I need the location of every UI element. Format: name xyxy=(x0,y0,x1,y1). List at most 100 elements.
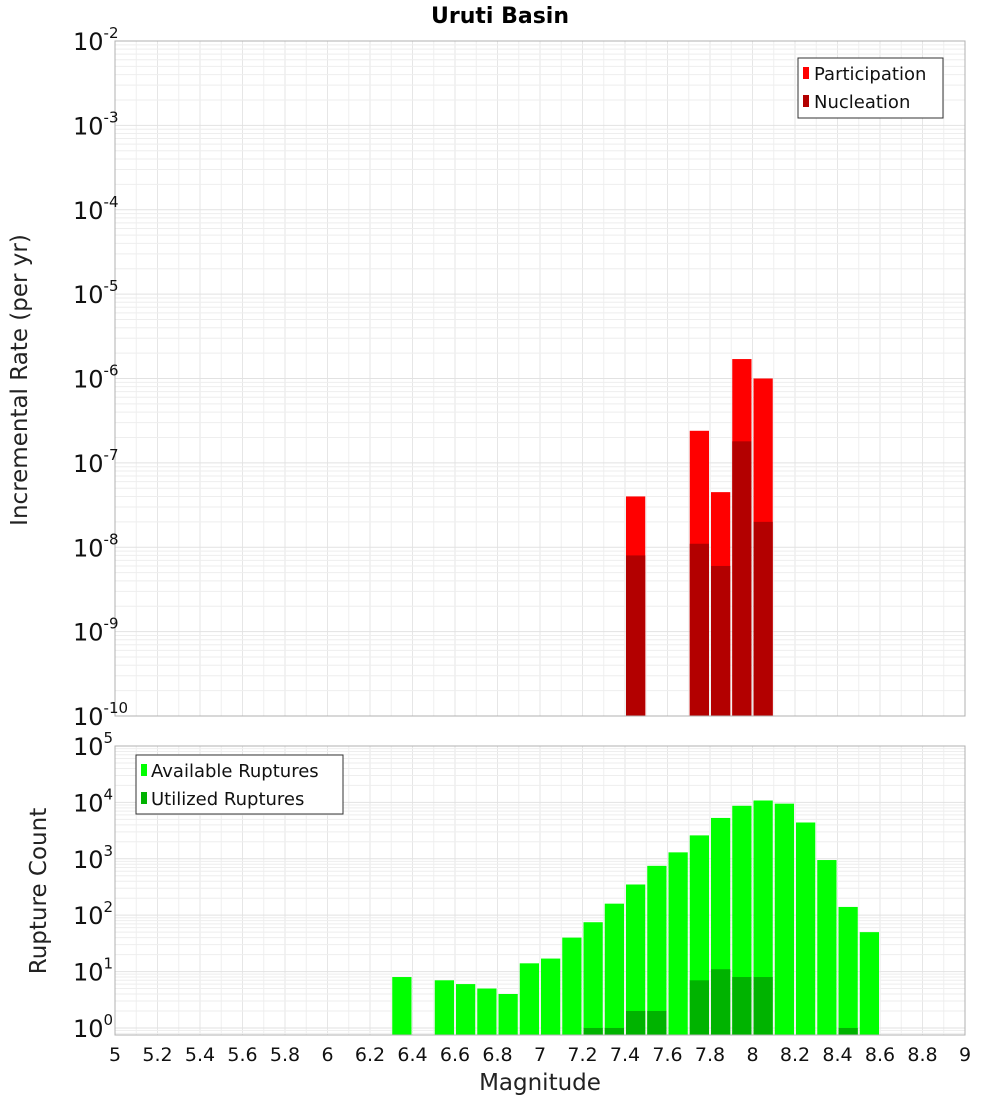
x-tick-label: 6.2 xyxy=(355,1044,385,1066)
bottom-bar-available-ruptures xyxy=(774,803,794,1035)
x-axis-label: Magnitude xyxy=(479,1070,601,1096)
bottom-bar-available-ruptures xyxy=(668,852,688,1035)
x-tick-label: 8.8 xyxy=(907,1044,937,1066)
top-legend: Participation Nucleation xyxy=(797,57,944,119)
y-tick-exponent: 2 xyxy=(104,898,114,916)
bottom-y-tick-label: 100 xyxy=(73,1011,113,1043)
x-tick-label: 8.2 xyxy=(780,1044,810,1066)
legend-swatch-utilized xyxy=(141,792,147,804)
x-tick-label: 7.8 xyxy=(695,1044,725,1066)
y-tick-base: 10 xyxy=(73,733,104,761)
top-bar-nucleation xyxy=(689,543,709,716)
y-tick-exponent: -10 xyxy=(104,699,129,717)
ticks-layer: 10-1010-910-810-710-610-510-410-310-2100… xyxy=(73,24,971,1066)
bottom-bar-utilized-ruptures xyxy=(711,969,731,1035)
y-tick-exponent: 3 xyxy=(104,842,114,860)
y-tick-base: 10 xyxy=(73,846,104,874)
axes-layer xyxy=(114,40,966,1036)
bottom-bar-available-ruptures xyxy=(604,903,624,1035)
bottom-y-tick-label: 102 xyxy=(73,898,113,930)
bottom-bar-available-ruptures xyxy=(838,906,858,1035)
legend-label-nucleation: Nucleation xyxy=(814,92,910,113)
y-tick-exponent: -4 xyxy=(104,193,119,211)
bars-layer xyxy=(392,359,879,1035)
x-tick-label: 9 xyxy=(959,1044,971,1066)
x-tick-label: 8.4 xyxy=(822,1044,852,1066)
y-tick-exponent: -3 xyxy=(104,108,119,126)
top-bar-nucleation xyxy=(753,521,773,716)
top-y-tick-label: 10-4 xyxy=(73,193,119,225)
y-tick-base: 10 xyxy=(73,281,104,309)
bottom-bar-available-ruptures xyxy=(541,958,561,1035)
x-tick-label: 7.6 xyxy=(652,1044,682,1066)
bottom-bar-utilized-ruptures xyxy=(732,977,752,1035)
bottom-y-tick-label: 103 xyxy=(73,842,113,874)
bottom-bar-available-ruptures xyxy=(434,980,454,1035)
y-tick-exponent: 4 xyxy=(104,785,114,803)
top-y-axis-label: Incremental Rate (per yr) xyxy=(7,234,33,526)
bottom-y-tick-label: 101 xyxy=(73,955,113,987)
top-plot-frame xyxy=(114,40,966,717)
y-tick-base: 10 xyxy=(73,1015,104,1043)
y-tick-exponent: 0 xyxy=(104,1011,114,1029)
bottom-bar-utilized-ruptures xyxy=(838,1027,858,1035)
bottom-legend-box xyxy=(135,754,344,815)
x-tick-label: 6.8 xyxy=(482,1044,512,1066)
y-tick-base: 10 xyxy=(73,902,104,930)
y-tick-exponent: -9 xyxy=(104,615,119,633)
top-y-tick-label: 10-5 xyxy=(73,277,119,309)
bottom-y-tick-label: 105 xyxy=(73,729,113,761)
bottom-bar-available-ruptures xyxy=(456,984,476,1035)
grid-layer xyxy=(114,40,966,1035)
top-y-tick-label: 10-10 xyxy=(73,699,128,731)
bottom-bar-available-ruptures xyxy=(753,800,773,1035)
legend-swatch-available xyxy=(141,764,147,776)
y-tick-exponent: -7 xyxy=(104,446,119,464)
x-tick-label: 7.4 xyxy=(610,1044,640,1066)
y-tick-base: 10 xyxy=(73,112,104,140)
x-tick-label: 5 xyxy=(109,1044,121,1066)
bottom-bar-utilized-ruptures xyxy=(647,1010,667,1035)
bottom-bar-available-ruptures xyxy=(392,977,412,1035)
x-tick-label: 7.2 xyxy=(567,1044,597,1066)
top-y-tick-label: 10-7 xyxy=(73,446,119,478)
x-tick-label: 5.6 xyxy=(227,1044,257,1066)
top-bar-nucleation xyxy=(711,565,731,716)
bottom-bar-available-ruptures xyxy=(498,994,518,1035)
bottom-bar-utilized-ruptures xyxy=(626,1010,646,1035)
y-tick-base: 10 xyxy=(73,197,104,225)
y-tick-exponent: 1 xyxy=(104,955,114,973)
y-tick-exponent: -8 xyxy=(104,530,119,548)
legend-label-available: Available Ruptures xyxy=(151,761,319,782)
y-tick-base: 10 xyxy=(73,450,104,478)
top-y-tick-label: 10-9 xyxy=(73,615,119,647)
x-tick-label: 5.2 xyxy=(142,1044,172,1066)
legend-label-utilized: Utilized Ruptures xyxy=(151,789,304,810)
bottom-legend: Available Ruptures Utilized Ruptures xyxy=(135,754,344,815)
y-tick-base: 10 xyxy=(73,619,104,647)
bottom-bar-available-ruptures xyxy=(626,884,646,1035)
bottom-bar-available-ruptures xyxy=(583,922,603,1035)
y-tick-base: 10 xyxy=(73,789,104,817)
bottom-bar-available-ruptures xyxy=(477,988,497,1035)
bottom-bar-available-ruptures xyxy=(817,860,837,1035)
x-tick-label: 6 xyxy=(321,1044,333,1066)
y-tick-exponent: -5 xyxy=(104,277,119,295)
bottom-bar-utilized-ruptures xyxy=(583,1027,603,1035)
bottom-bar-utilized-ruptures xyxy=(604,1027,624,1035)
y-tick-base: 10 xyxy=(73,28,104,56)
y-tick-base: 10 xyxy=(73,703,104,731)
x-tick-label: 8.6 xyxy=(865,1044,895,1066)
x-tick-label: 6.6 xyxy=(440,1044,470,1066)
chart-title: Uruti Basin xyxy=(431,4,569,29)
top-y-tick-label: 10-8 xyxy=(73,530,119,562)
y-tick-exponent: 5 xyxy=(104,729,114,747)
top-bar-nucleation xyxy=(626,555,646,716)
bottom-y-tick-label: 104 xyxy=(73,785,113,817)
top-legend-box xyxy=(797,57,944,119)
y-tick-exponent: -2 xyxy=(104,24,119,42)
bottom-bar-utilized-ruptures xyxy=(753,977,773,1035)
x-tick-label: 6.4 xyxy=(397,1044,427,1066)
top-y-tick-label: 10-6 xyxy=(73,362,119,394)
bottom-plot-frame xyxy=(114,745,966,1036)
